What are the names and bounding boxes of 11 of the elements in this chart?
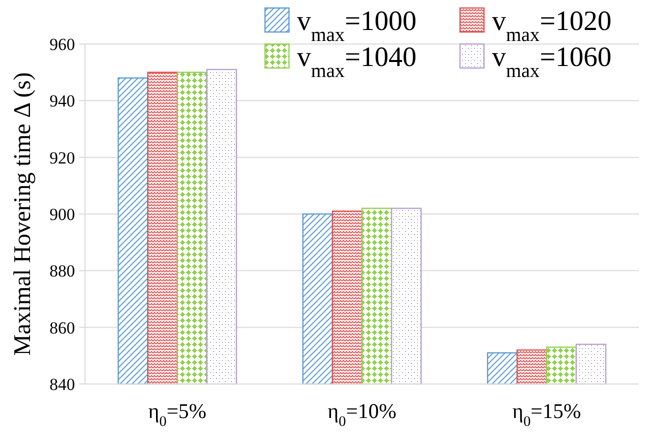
y-tick-label: 940 xyxy=(50,92,75,111)
y-tick-label: 860 xyxy=(50,318,75,338)
y-tick-label: 880 xyxy=(50,262,75,281)
y-tick-label: 960 xyxy=(50,34,75,54)
y-axis-title: Maximal Hovering time Δ (s) xyxy=(10,72,36,356)
x-tick-label: η$_{0}$=15% xyxy=(512,399,582,430)
x-tick-label: η$_{0}$=10% xyxy=(328,399,396,430)
y-tick-label: 900 xyxy=(50,204,75,224)
x-tick-label: η$_{0}$=5% xyxy=(148,399,206,430)
y-tick-label: 920 xyxy=(50,148,75,168)
y-tick-label: 840 xyxy=(50,374,75,394)
